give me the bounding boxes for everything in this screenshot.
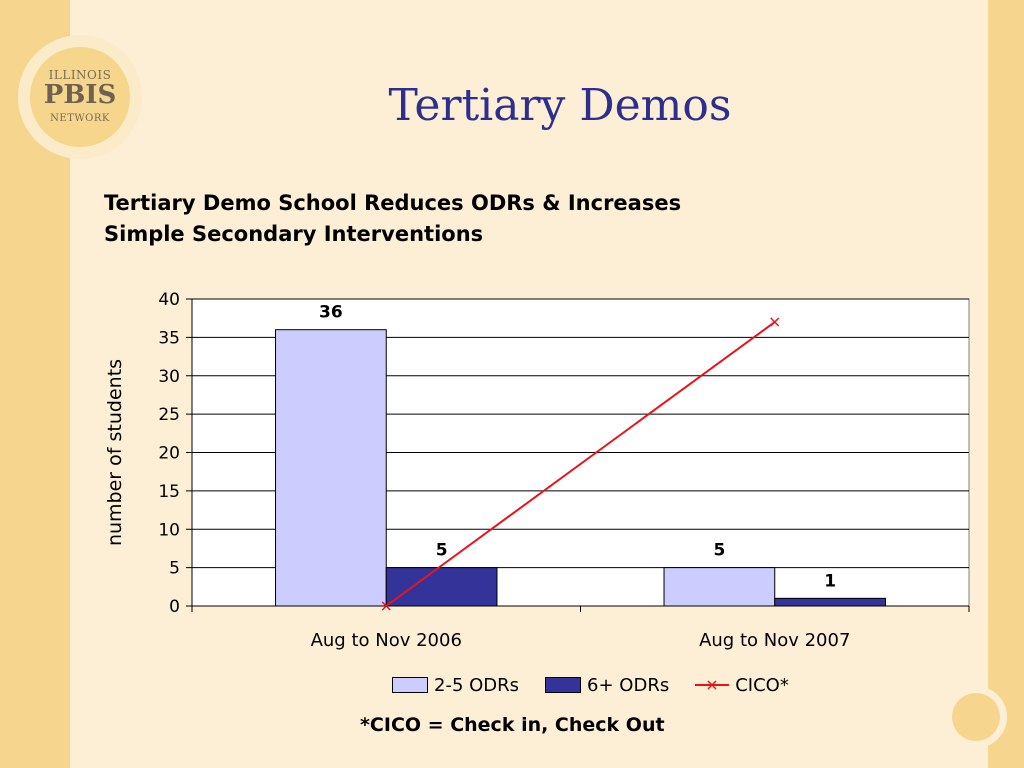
y-tick-label-20: 20 xyxy=(158,444,180,464)
right-decorative-band xyxy=(988,0,1024,768)
y-tick-label-35: 35 xyxy=(158,328,180,348)
cico-marker-1 xyxy=(770,317,780,327)
chart-legend: 2-5 ODRs 6+ ODRs CICO* xyxy=(392,673,815,697)
y-tick-label-0: 0 xyxy=(169,597,180,617)
y-tick-label-30: 30 xyxy=(158,367,180,387)
chart-title-line-1: Tertiary Demo School Reduces ODRs & Incr… xyxy=(104,191,682,215)
corner-decoration-dot xyxy=(952,693,1000,741)
chart-title-line-2: Simple Secondary Interventions xyxy=(104,222,484,246)
bar-label-0-1: 5 xyxy=(713,541,725,561)
legend-label-2-5-odrs: 2-5 ODRs xyxy=(434,674,520,696)
bar-label-0-0: 36 xyxy=(319,303,343,323)
logo-text-illinois: ILLINOIS xyxy=(48,68,112,82)
chart-title: Tertiary Demo School Reduces ODRs & Incr… xyxy=(104,188,764,250)
bar-label-1-0: 5 xyxy=(436,541,448,561)
y-tick-label-15: 15 xyxy=(158,482,180,502)
legend-label-cico: CICO* xyxy=(735,674,789,696)
cico-marker-0 xyxy=(381,601,391,611)
bar-0-1 xyxy=(663,567,776,607)
bar-1-1 xyxy=(774,597,886,607)
y-tick-label-40: 40 xyxy=(158,290,180,310)
y-tick-label-25: 25 xyxy=(158,405,180,425)
bar-0-0 xyxy=(275,329,387,607)
footnote: *CICO = Check in, Check Out xyxy=(360,714,665,736)
legend-swatch-2-5-odrs xyxy=(392,677,428,693)
slide-title: Tertiary Demos xyxy=(388,80,732,131)
x-category-label-0: Aug to Nov 2006 xyxy=(311,630,462,651)
legend-swatch-6-plus-odrs xyxy=(545,677,582,693)
x-category-label-1: Aug to Nov 2007 xyxy=(699,630,850,651)
bar-label-1-1: 1 xyxy=(824,571,836,591)
logo-text-network: NETWORK xyxy=(50,113,110,124)
cico-line xyxy=(385,321,776,607)
y-tick-label-5: 5 xyxy=(169,559,180,579)
legend-item-cico: CICO* xyxy=(695,675,789,696)
legend-cico-marker xyxy=(707,680,717,690)
legend-item-2-5-odrs: 2-5 ODRs xyxy=(392,675,519,696)
bar-1-0 xyxy=(385,567,498,607)
logo-text-pbis: PBIS xyxy=(43,80,117,110)
legend-item-6-plus-odrs: 6+ ODRs xyxy=(545,675,669,696)
y-tick-label-10: 10 xyxy=(158,520,180,540)
y-axis-label: number of students xyxy=(104,359,126,546)
legend-swatch-cico xyxy=(695,680,730,690)
logo-disc xyxy=(30,47,130,147)
legend-label-6-plus-odrs: 6+ ODRs xyxy=(587,674,670,696)
